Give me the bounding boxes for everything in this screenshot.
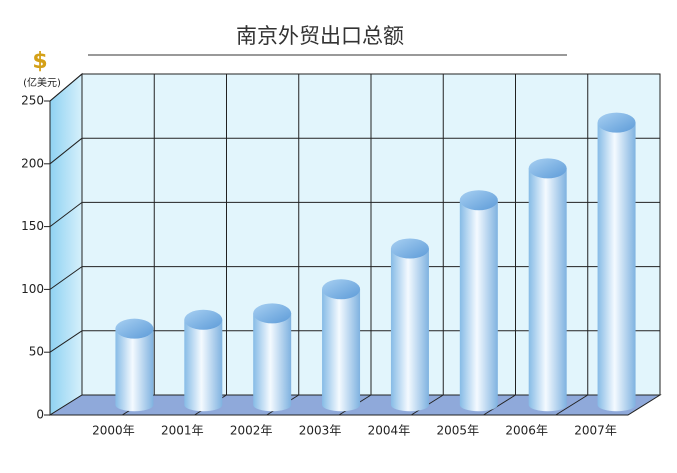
y-tick-label: 200 (21, 156, 44, 170)
y-tick-label: 250 (21, 94, 44, 108)
bar-top (115, 318, 154, 339)
bar-body (253, 313, 292, 412)
grid-line (49, 73, 83, 102)
bar (115, 318, 154, 412)
bar (459, 190, 498, 412)
x-tick-label: 2003年 (299, 424, 342, 438)
grid-line (49, 137, 83, 165)
bar-top (459, 190, 498, 211)
floor-line (483, 394, 516, 416)
grid-line (49, 202, 83, 227)
chart-title: 南京外贸出口总额 (236, 24, 404, 48)
unit-symbol: $ (32, 49, 47, 74)
x-tick-label: 2006年 (505, 424, 548, 438)
unit-label: (亿美元) (23, 76, 61, 89)
x-tick-label: 2002年 (230, 424, 273, 438)
bar (253, 303, 292, 412)
bar-body (528, 168, 567, 412)
bar-body (459, 200, 498, 412)
bar-top (253, 303, 292, 324)
bar (528, 158, 567, 412)
bar-top (390, 238, 429, 259)
bar-body (322, 289, 361, 412)
floor-line (555, 394, 589, 416)
y-tick-label: 50 (29, 345, 44, 359)
x-tick-label: 2000年 (92, 424, 135, 438)
bar-top (184, 309, 223, 330)
bar (597, 112, 636, 412)
grid-line (49, 330, 83, 353)
side-wall (49, 72, 83, 416)
x-tick-label: 2004年 (368, 424, 411, 438)
y-tick-label: 150 (21, 219, 44, 233)
bar (184, 309, 223, 412)
bar (322, 279, 361, 412)
bar-body (184, 319, 223, 412)
bar-body (390, 248, 429, 412)
grid-line (49, 266, 83, 290)
x-tick-label: 2005年 (437, 424, 480, 438)
y-tick-label: 0 (36, 408, 44, 422)
bar-top (597, 112, 636, 133)
bar-body (115, 328, 154, 412)
bar-body (597, 122, 636, 412)
bar-top (322, 279, 361, 300)
y-tick-label: 100 (21, 282, 44, 296)
x-tick-label: 2007年 (574, 424, 617, 438)
bar-top (528, 158, 567, 179)
bar (390, 238, 429, 412)
x-tick-label: 2001年 (161, 424, 204, 438)
